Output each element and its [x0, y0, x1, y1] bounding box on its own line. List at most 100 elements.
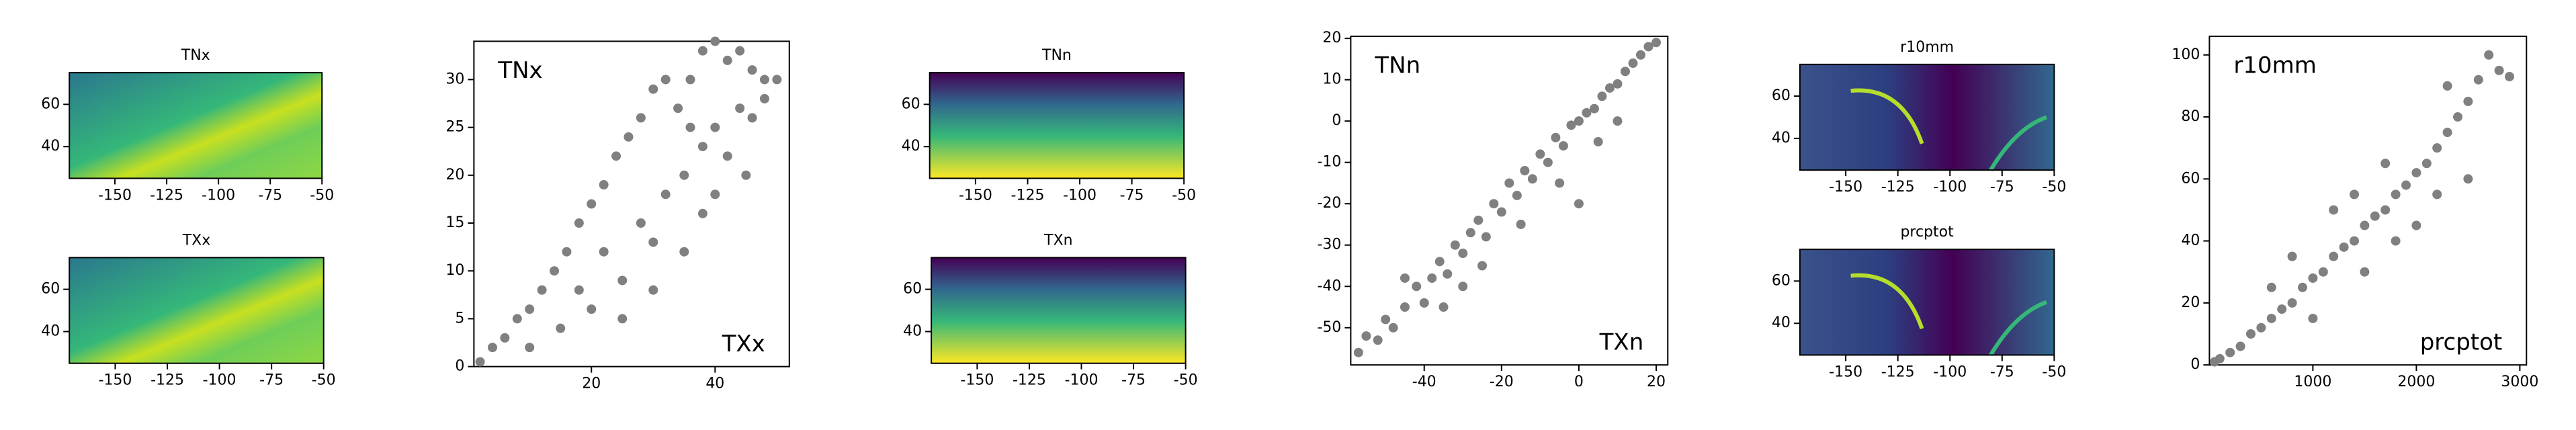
scatter-point — [759, 93, 769, 103]
map-image — [931, 257, 1186, 363]
scatter-point — [1477, 261, 1488, 271]
y-tick-label: 10 — [1322, 71, 1341, 88]
x-tick-label: -50 — [312, 372, 336, 389]
scatter-point — [1613, 79, 1623, 89]
scatter-point — [1620, 67, 1630, 77]
x-tick-label: 0 — [1574, 374, 1584, 390]
scatter-point — [1361, 331, 1371, 341]
y-tick-label: 10 — [445, 262, 464, 279]
scatter-point — [2360, 267, 2370, 277]
x-tick-label: -125 — [1881, 363, 1915, 380]
axes-frame — [1799, 63, 2055, 171]
x-tick-label: -75 — [1120, 187, 1144, 204]
scatter-point — [2297, 282, 2307, 292]
map-image — [929, 73, 1185, 179]
y-tick-label: -30 — [1317, 236, 1341, 253]
scatter-point — [741, 170, 751, 180]
scatter-point — [1473, 215, 1484, 225]
axes-frame — [1799, 249, 2055, 356]
scatter-point — [599, 180, 609, 190]
scatter-point — [1504, 178, 1514, 188]
scatter-point — [2505, 72, 2515, 82]
scatter-point — [2411, 168, 2421, 178]
scatter-point — [1388, 322, 1398, 333]
scatter-point — [2215, 353, 2225, 363]
y-tick-label: 0 — [1332, 112, 1341, 129]
scatter-point — [1593, 136, 1603, 146]
y-tick-label: 60 — [41, 281, 60, 298]
scatter-point — [2473, 75, 2483, 85]
scatter-point — [1373, 335, 1383, 345]
x-tick-label: -75 — [1121, 372, 1146, 389]
x-tick-label: -125 — [150, 187, 183, 204]
x-tick-label: 20 — [1647, 374, 1666, 390]
scatter-point — [2370, 211, 2380, 221]
map-image — [69, 73, 323, 179]
scatter-point — [679, 170, 689, 180]
scatter-point — [1481, 232, 1491, 242]
scatter-point — [722, 151, 732, 161]
scatter-point — [1574, 199, 1584, 209]
scatter-point — [2308, 313, 2318, 323]
scatter-point — [1458, 282, 1468, 292]
x-tick-label: 1000 — [2294, 374, 2331, 390]
annotation: prcptot — [2420, 329, 2503, 356]
scatter-point — [2442, 128, 2452, 138]
scatter-point — [2421, 159, 2432, 169]
y-tick-label: -20 — [1317, 195, 1341, 212]
scatter-point — [587, 199, 597, 209]
y-tick-label: -50 — [1317, 319, 1341, 336]
scatter-point — [2380, 205, 2391, 215]
map-feature — [1850, 273, 1924, 330]
annotation: TXx — [722, 331, 765, 357]
scatter-point — [1450, 240, 1460, 250]
scatter-point — [1458, 249, 1468, 259]
x-tick-label: -150 — [1829, 179, 1862, 196]
scatter-point — [1419, 298, 1429, 308]
scatter-point — [2350, 236, 2360, 246]
map-title: prcptot — [1900, 224, 1954, 241]
y-tick-label: 15 — [445, 214, 464, 231]
annotation: TNx — [497, 57, 542, 84]
x-tick-label: 2000 — [2397, 374, 2435, 390]
scatter-point — [525, 304, 535, 314]
scatter-point — [587, 304, 597, 314]
scatter-point — [500, 333, 510, 343]
axes-frame — [2208, 36, 2528, 366]
scatter-point — [1535, 149, 1545, 159]
scatter-point — [1635, 50, 1645, 60]
x-tick-label: -125 — [1013, 372, 1046, 389]
x-tick-label: -100 — [1933, 179, 1967, 196]
x-tick-label: 20 — [582, 376, 601, 392]
scatter-point — [2432, 189, 2442, 200]
map-title: TNn — [1041, 47, 1072, 64]
x-tick-label: -125 — [1011, 187, 1045, 204]
axes-frame — [69, 257, 325, 364]
scatter-point — [1651, 38, 1662, 48]
annotation: TXn — [1599, 329, 1644, 356]
scatter-point — [556, 323, 566, 333]
scatter-point — [611, 151, 621, 161]
scatter-point — [697, 208, 707, 218]
scatter-point — [1512, 190, 1522, 200]
scatter-point — [759, 75, 769, 85]
scatter-point — [735, 46, 745, 56]
y-tick-label: 0 — [2190, 356, 2200, 373]
y-tick-label: 100 — [2172, 46, 2200, 63]
scatter-point — [2318, 267, 2328, 277]
map-image — [1799, 64, 2055, 171]
scatter-point — [2245, 329, 2256, 339]
scatter-point — [1520, 166, 1530, 176]
x-tick-label: -20 — [1490, 374, 1514, 390]
y-tick-label: 25 — [445, 119, 464, 136]
x-tick-label: -75 — [259, 372, 284, 389]
scatter-point — [1597, 91, 1607, 101]
x-tick-label: -150 — [959, 187, 992, 204]
scatter-point — [685, 122, 695, 132]
y-tick-label: 20 — [1322, 30, 1341, 46]
scatter-point — [710, 36, 720, 46]
scatter-point — [2225, 347, 2235, 357]
scatter-point — [1558, 141, 1568, 151]
y-tick-label: 0 — [455, 358, 464, 375]
scatter-point — [1551, 132, 1561, 142]
